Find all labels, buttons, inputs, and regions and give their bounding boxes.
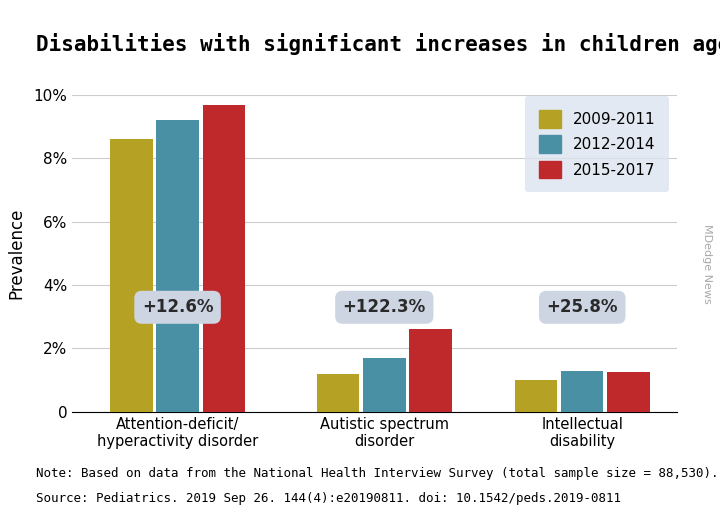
Bar <box>409 329 451 412</box>
Text: +12.6%: +12.6% <box>142 298 213 316</box>
Bar <box>110 139 153 412</box>
Bar <box>607 372 649 412</box>
Bar <box>363 358 405 412</box>
Text: Source: Pediatrics. 2019 Sep 26. 144(4):e20190811. doi: 10.1542/peds.2019-0811: Source: Pediatrics. 2019 Sep 26. 144(4):… <box>36 492 621 505</box>
Text: +122.3%: +122.3% <box>343 298 426 316</box>
Bar <box>317 374 359 412</box>
Bar <box>156 120 199 412</box>
Text: MDedge News: MDedge News <box>702 224 712 304</box>
Y-axis label: Prevalence: Prevalence <box>7 208 25 299</box>
Text: +25.8%: +25.8% <box>546 298 618 316</box>
Bar <box>202 105 245 412</box>
Text: Disabilities with significant increases in children aged 3-17 years: Disabilities with significant increases … <box>36 33 720 55</box>
Bar <box>515 380 557 412</box>
Legend: 2009-2011, 2012-2014, 2015-2017: 2009-2011, 2012-2014, 2015-2017 <box>526 96 669 192</box>
Bar <box>561 371 603 412</box>
Text: Note: Based on data from the National Health Interview Survey (total sample size: Note: Based on data from the National He… <box>36 467 719 480</box>
